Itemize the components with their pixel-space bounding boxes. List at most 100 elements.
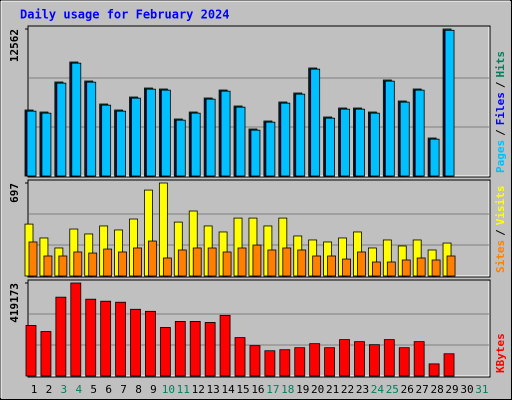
bar [444,29,455,177]
bar [219,314,231,377]
legend-entry: Hits [494,51,507,78]
chart-title: Daily usage for February 2024 [20,8,230,22]
bar [116,110,126,177]
bar [416,257,426,277]
bar [118,251,127,277]
bar [130,308,141,377]
bar [220,90,231,177]
y-tick-label: 419173 [8,283,21,323]
x-tick-label: 2 [46,383,53,396]
bar [148,240,157,277]
bar [175,119,186,177]
bar [234,337,246,377]
bar [340,108,350,177]
bar [398,347,410,377]
x-tick-label: 4 [75,383,82,396]
x-tick-label: 6 [105,383,112,396]
bar [70,282,82,377]
bar [282,247,292,277]
bar [279,349,291,377]
x-tick-label: 11 [177,383,190,396]
bar [204,322,216,377]
bar [189,321,201,377]
legend: KBytes [494,333,507,373]
x-tick-label: 3 [61,383,68,396]
bar [28,241,38,277]
x-tick-label: 19 [296,383,309,396]
bar [431,259,441,277]
bar [443,353,455,377]
bar [131,97,141,177]
bar [55,296,67,377]
x-tick-label: 8 [135,383,142,396]
bar [297,249,307,277]
bar [207,247,217,277]
bar [40,331,52,377]
bar [354,341,365,377]
bar [190,112,201,177]
bar [26,110,37,177]
bar [25,325,37,377]
bar [58,255,68,277]
bar [205,98,216,177]
x-tick-label: 13 [207,383,220,396]
x-tick-label: 18 [281,383,294,396]
x-tick-label: 22 [341,383,354,396]
bar [71,62,82,177]
legend-entry: Visits [494,186,507,226]
bar [401,259,411,277]
x-tick-label: 12 [192,383,205,396]
bar [250,129,261,177]
x-tick-label: 25 [386,383,399,396]
bar [371,261,381,277]
bar [265,121,276,177]
bar [368,344,380,377]
legend-entry: Pages [494,140,507,173]
bar [384,80,395,177]
bar [428,363,440,377]
bar [100,300,112,377]
x-tick-label: 16 [251,383,264,396]
x-tick-label: 27 [416,383,429,396]
x-tick-label: 10 [162,383,175,396]
legend: Sites / Visits [494,186,507,274]
x-tick-label: 15 [236,383,249,396]
bar [310,68,321,177]
bar [146,88,156,177]
x-tick-label: 31 [475,383,488,396]
x-tick-label: 30 [460,383,473,396]
legend-separator: / [494,129,507,136]
bar [295,93,306,177]
bar [429,138,440,177]
x-tick-label: 1 [31,383,38,396]
bar [414,89,425,177]
x-tick-label: 21 [326,383,339,396]
bar [41,112,52,177]
bar [56,82,67,177]
bar [327,255,337,277]
bar [133,247,142,277]
legend-entry: Files [494,92,507,125]
bar [342,258,351,277]
legend-entry: Sites [494,240,507,273]
bar [222,251,232,277]
bar [115,301,126,377]
x-tick-label: 29 [445,383,458,396]
x-tick-label: 28 [430,383,443,396]
bar [357,251,366,277]
bar [325,117,336,177]
bar [145,310,156,377]
bar [85,298,97,377]
bar [252,244,262,277]
bar [399,101,410,177]
bar [309,343,321,377]
bar [386,261,396,277]
bar [174,321,186,377]
bar [101,104,112,177]
bar [280,102,291,177]
bar [159,327,171,377]
x-tick-label: 24 [371,383,385,396]
x-tick-label: 23 [356,383,369,396]
y-tick-label: 12562 [8,29,21,62]
